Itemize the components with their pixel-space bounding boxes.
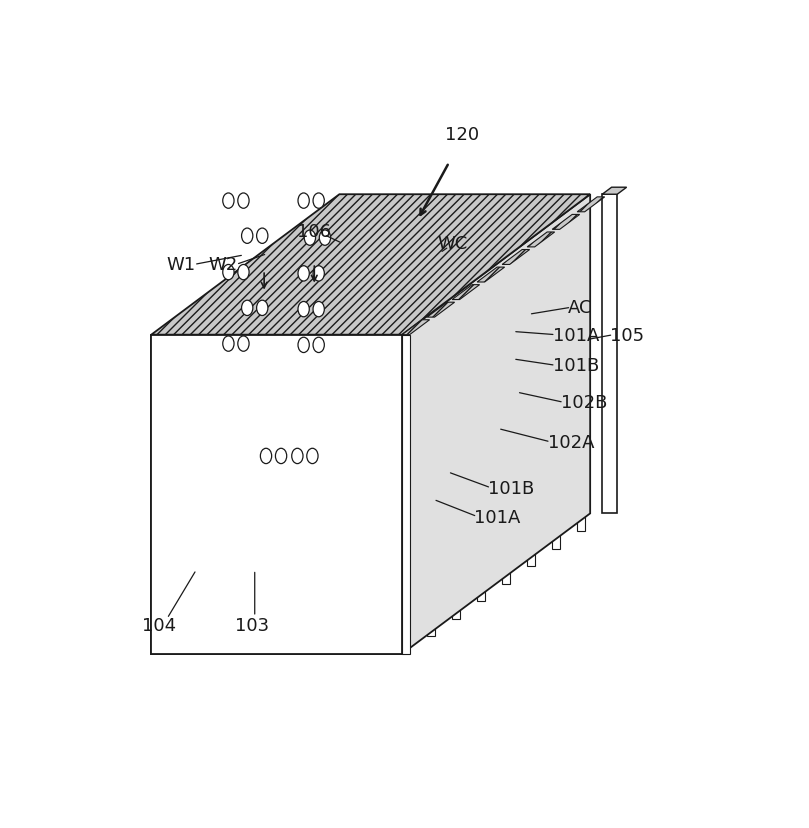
Text: 101A: 101A [474,508,520,526]
Text: AC: AC [568,299,593,317]
Polygon shape [577,198,604,213]
Polygon shape [427,318,434,637]
Polygon shape [402,320,430,335]
Polygon shape [452,286,480,301]
Text: W1: W1 [167,256,196,274]
Polygon shape [577,213,585,532]
Polygon shape [477,282,485,601]
Polygon shape [602,195,617,513]
Text: 101B: 101B [488,479,534,498]
Polygon shape [151,335,402,654]
Polygon shape [502,250,530,265]
Text: 101A: 101A [553,326,599,344]
Ellipse shape [238,336,249,352]
Ellipse shape [238,194,249,209]
Ellipse shape [256,301,268,316]
Ellipse shape [298,267,309,282]
Text: 105: 105 [610,326,644,344]
Ellipse shape [298,338,309,353]
Text: 103: 103 [235,616,269,634]
Polygon shape [402,195,591,654]
Polygon shape [527,248,535,566]
Polygon shape [427,303,455,318]
Ellipse shape [222,336,234,352]
Text: W2: W2 [209,256,238,274]
Ellipse shape [313,194,324,209]
Ellipse shape [275,449,286,464]
Text: 102B: 102B [561,394,607,412]
Ellipse shape [222,194,234,209]
Text: 101B: 101B [553,357,599,375]
Text: 102A: 102A [548,433,594,451]
Ellipse shape [313,267,324,282]
Text: 106: 106 [297,223,332,240]
Ellipse shape [313,338,324,353]
Polygon shape [553,230,560,549]
Ellipse shape [222,265,234,281]
Ellipse shape [242,301,253,316]
Ellipse shape [260,449,272,464]
Ellipse shape [238,265,249,281]
Polygon shape [602,188,627,195]
Ellipse shape [256,229,268,244]
Text: WC: WC [437,235,468,253]
Ellipse shape [304,231,316,246]
Ellipse shape [298,302,309,317]
Polygon shape [452,301,460,619]
Polygon shape [402,335,409,654]
Polygon shape [553,215,580,230]
Polygon shape [502,265,510,584]
Ellipse shape [298,194,309,209]
Polygon shape [527,233,555,248]
Text: 104: 104 [142,616,176,634]
Ellipse shape [292,449,303,464]
Polygon shape [477,267,505,282]
Polygon shape [151,195,591,335]
Ellipse shape [320,231,331,246]
Text: 120: 120 [445,125,479,143]
Ellipse shape [242,229,253,244]
Polygon shape [151,335,402,654]
Ellipse shape [313,302,324,317]
Ellipse shape [307,449,318,464]
